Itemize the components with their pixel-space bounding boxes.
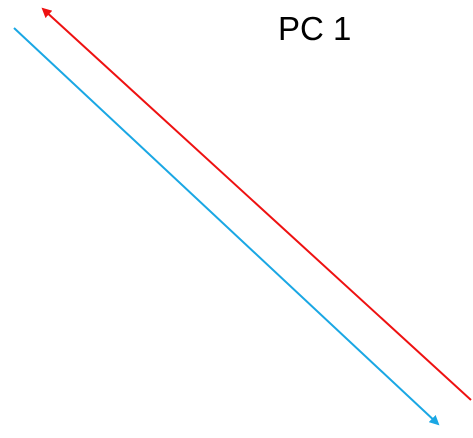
red-arrow [41,7,472,401]
blue-arrow [13,27,440,426]
pc-label: PC 1 [278,10,352,47]
